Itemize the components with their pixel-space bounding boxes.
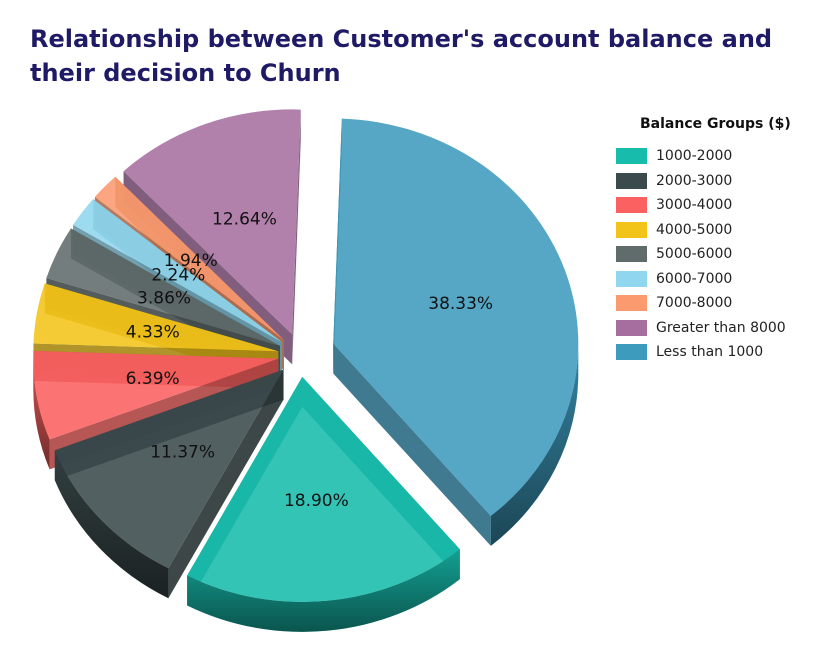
slice-wall-greater-than-8000-1 (292, 109, 301, 365)
legend-swatch-2000-3000 (616, 172, 647, 189)
slice-side-shade-2000-3000 (54, 450, 169, 599)
legend-item-7000-8000[interactable]: 7000-8000 (616, 291, 826, 316)
slice-wall-less-than-1000-1 (333, 343, 491, 546)
slice-side-shade-1000-2000 (187, 549, 460, 632)
value-label-greater-than-8000: 12.64% (212, 210, 277, 230)
pie-slice-4000-5000[interactable] (33, 283, 279, 352)
legend-swatch-7000-8000 (616, 295, 647, 312)
legend-swatch-greater-than-8000 (616, 319, 647, 336)
chart-title: Relationship between Customer's account … (30, 25, 773, 87)
pie-slice-6000-7000[interactable] (73, 199, 283, 343)
pie-slice-less-than-1000[interactable] (333, 118, 579, 516)
pie-chart: 38.33% 18.90% 11.37% 6.39% 4.33% 3.86% 2.24%1.… (33, 109, 579, 632)
pie-slice-5000-6000[interactable] (46, 228, 280, 346)
legend-swatch-less-than-1000 (616, 344, 647, 361)
legend-title: Balance Groups ($) (640, 116, 791, 132)
value-label-3000-4000: 6.39% (126, 369, 180, 389)
value-label-5000-6000: 3.86% (137, 288, 191, 308)
legend-label-6000-7000: 6000-7000 (656, 270, 733, 287)
value-label-1000-2000: 18.90% (284, 491, 349, 511)
legend-swatch-6000-7000 (616, 270, 647, 287)
legend-item-6000-7000[interactable]: 6000-7000 (616, 267, 826, 292)
legend-label-4000-5000: 4000-5000 (656, 221, 733, 238)
legend-items: 1000-2000 2000-3000 3000-4000 4000-5000 5000… (616, 144, 826, 365)
value-label-7000-8000: 1.94% (164, 251, 218, 271)
value-label-6000-7000: 2.24% (151, 265, 205, 285)
legend-swatch-4000-5000 (616, 221, 647, 238)
pie-slice-1000-2000[interactable] (187, 376, 460, 602)
legend-label-3000-4000: 3000-4000 (656, 197, 733, 214)
value-label-less-than-1000: 38.33% (428, 294, 493, 314)
legend-label-less-than-1000: Less than 1000 (656, 344, 764, 361)
legend-swatch-3000-4000 (616, 197, 647, 214)
legend-item-greater-than-8000[interactable]: Greater than 8000 (616, 316, 826, 341)
legend-item-2000-3000[interactable]: 2000-3000 (616, 169, 826, 194)
legend-item-5000-6000[interactable]: 5000-6000 (616, 242, 826, 267)
pie-slice-2000-3000[interactable] (54, 369, 284, 569)
legend-swatch-1000-2000 (616, 148, 647, 165)
legend-item-4000-5000[interactable]: 4000-5000 (616, 218, 826, 243)
value-label-2000-3000: 11.37% (150, 443, 215, 463)
legend-item-3000-4000[interactable]: 3000-4000 (616, 193, 826, 218)
legend-item-1000-2000[interactable]: 1000-2000 (616, 144, 826, 169)
value-label-4000-5000: 4.33% (126, 322, 180, 342)
legend-swatch-5000-6000 (616, 246, 647, 263)
pie-value-labels: 38.33% 18.90% 11.37% 6.39% 4.33% 3.86% 2.24%1.… (126, 210, 493, 511)
pie-slice-3000-4000[interactable] (33, 350, 279, 440)
pie-slice-tops (33, 109, 579, 602)
slice-side-shade-less-than-1000 (490, 343, 579, 546)
legend-label-greater-than-8000: Greater than 8000 (656, 319, 786, 336)
legend-label-1000-2000: 1000-2000 (656, 148, 733, 165)
legend: Balance Groups ($) 1000-2000 2000-3000 300… (616, 116, 826, 365)
slice-side-shade-3000-4000 (33, 358, 50, 470)
legend-label-5000-6000: 5000-6000 (656, 246, 733, 263)
legend-label-7000-8000: 7000-8000 (656, 295, 733, 312)
slice-wall-2000-3000-0 (168, 369, 284, 599)
pie-slice-7000-8000[interactable] (94, 176, 284, 340)
legend-item-less-than-1000[interactable]: Less than 1000 (616, 340, 826, 365)
legend-label-2000-3000: 2000-3000 (656, 172, 733, 189)
pie-slice-greater-than-8000[interactable] (123, 109, 301, 335)
